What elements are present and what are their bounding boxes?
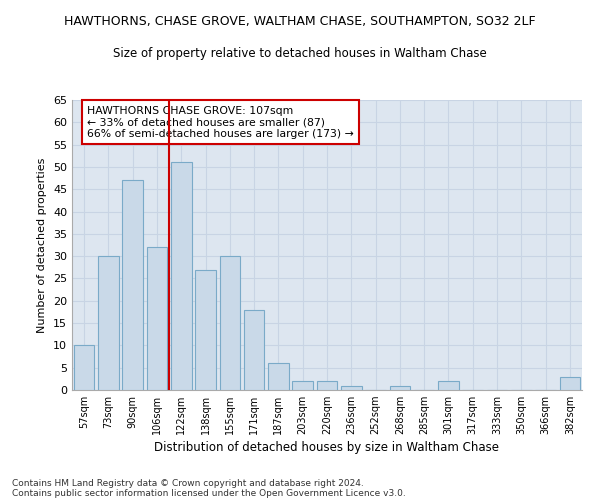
Text: HAWTHORNS CHASE GROVE: 107sqm
← 33% of detached houses are smaller (87)
66% of s: HAWTHORNS CHASE GROVE: 107sqm ← 33% of d… bbox=[88, 106, 354, 139]
Bar bbox=[220, 256, 240, 390]
Bar bbox=[122, 180, 143, 390]
Bar bbox=[341, 386, 362, 390]
Bar bbox=[195, 270, 216, 390]
Bar bbox=[98, 256, 119, 390]
Bar bbox=[171, 162, 191, 390]
Bar bbox=[268, 363, 289, 390]
Bar bbox=[244, 310, 265, 390]
X-axis label: Distribution of detached houses by size in Waltham Chase: Distribution of detached houses by size … bbox=[155, 442, 499, 454]
Text: HAWTHORNS, CHASE GROVE, WALTHAM CHASE, SOUTHAMPTON, SO32 2LF: HAWTHORNS, CHASE GROVE, WALTHAM CHASE, S… bbox=[64, 15, 536, 28]
Text: Contains public sector information licensed under the Open Government Licence v3: Contains public sector information licen… bbox=[12, 488, 406, 498]
Bar bbox=[389, 386, 410, 390]
Bar bbox=[438, 381, 459, 390]
Text: Contains HM Land Registry data © Crown copyright and database right 2024.: Contains HM Land Registry data © Crown c… bbox=[12, 478, 364, 488]
Bar bbox=[74, 346, 94, 390]
Bar bbox=[292, 381, 313, 390]
Bar bbox=[317, 381, 337, 390]
Bar bbox=[560, 376, 580, 390]
Y-axis label: Number of detached properties: Number of detached properties bbox=[37, 158, 47, 332]
Text: Size of property relative to detached houses in Waltham Chase: Size of property relative to detached ho… bbox=[113, 48, 487, 60]
Bar bbox=[146, 247, 167, 390]
